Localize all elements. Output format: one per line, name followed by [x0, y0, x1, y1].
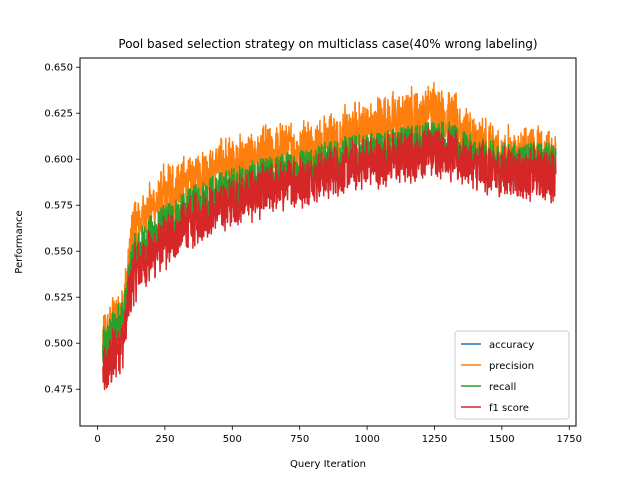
x-tick-label: 1000: [354, 434, 379, 445]
series-line-precision: [102, 81, 557, 364]
y-tick-label: 0.475: [44, 385, 73, 396]
y-tick-label: 0.550: [44, 247, 73, 258]
x-tick-label: 1250: [422, 434, 447, 445]
legend-label: recall: [489, 382, 516, 393]
legend-box: [454, 330, 570, 420]
chart-title: Pool based selection strategy on multicl…: [118, 37, 537, 51]
y-tick-label: 0.500: [44, 339, 73, 350]
x-tick-label: 750: [290, 434, 309, 445]
series-line-f1-score: [102, 126, 557, 391]
legend-label: accuracy: [489, 340, 534, 351]
x-axis: 0 250 500 750 1000 1250 1500 1750: [94, 426, 582, 445]
plot-frame: [79, 57, 577, 427]
y-tick-label: 0.650: [44, 63, 73, 74]
legend-label: f1 score: [489, 403, 529, 414]
x-axis-title: Query Iteration: [290, 459, 366, 470]
x-tick-label: 1500: [489, 434, 514, 445]
plot-area: [102, 81, 557, 391]
x-tick-label: 500: [223, 434, 242, 445]
y-tick-label: 0.575: [44, 201, 73, 212]
y-axis: 0.475 0.500 0.525 0.550 0.575 0.600 0.625 0.650: [44, 63, 80, 396]
x-tick-label: 0: [94, 434, 100, 445]
y-tick-label: 0.600: [44, 155, 73, 166]
legend: accuracy precision recall f1 score: [454, 330, 570, 420]
x-tick-label: 1750: [557, 434, 582, 445]
y-tick-label: 0.625: [44, 109, 73, 120]
legend-label: precision: [489, 361, 534, 372]
x-tick-label: 250: [155, 434, 174, 445]
y-axis-title: Performance: [14, 210, 25, 273]
y-tick-label: 0.525: [44, 293, 73, 304]
